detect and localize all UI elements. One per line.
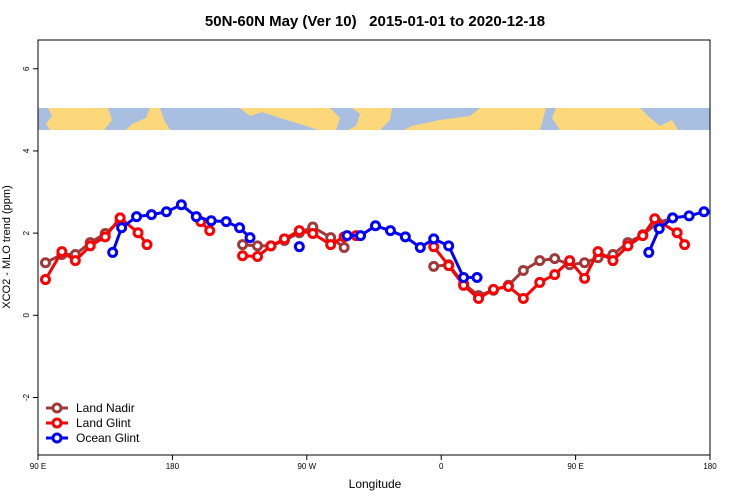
data-point [99, 231, 111, 243]
data-point [443, 240, 455, 252]
x-tick-label: 0 [439, 462, 444, 471]
legend-marker [51, 417, 63, 429]
data-point [278, 233, 290, 245]
data-point [414, 242, 426, 253]
y-tick-label: 6 [22, 66, 31, 71]
data-point [607, 255, 619, 267]
data-point [683, 210, 695, 222]
data-point [517, 292, 529, 304]
data-point [667, 212, 679, 224]
series-line [44, 216, 686, 300]
x-tick-label: 90 W [297, 462, 316, 471]
data-point [220, 216, 232, 228]
data-point [175, 199, 187, 211]
x-tick-label: 180 [703, 462, 717, 471]
data-point [579, 257, 591, 269]
data-point [534, 276, 546, 288]
data-point [473, 292, 485, 304]
data-point [643, 246, 655, 258]
data-point [107, 246, 119, 258]
legend-marker [51, 432, 63, 444]
data-point [69, 255, 81, 267]
data-point [56, 246, 68, 258]
data-point [458, 271, 470, 283]
y-tick-label: 4 [22, 148, 31, 153]
data-point [307, 228, 319, 240]
data-point [671, 227, 683, 239]
data-point [549, 253, 561, 265]
data-point [384, 225, 396, 237]
legend-label: Ocean Glint [76, 431, 140, 445]
data-point [579, 272, 591, 284]
data-point [293, 225, 305, 237]
data-point [341, 230, 353, 242]
data-point [502, 281, 514, 293]
data-point [237, 250, 249, 262]
x-axis-label: Longitude [349, 477, 402, 491]
y-tick-label: 2 [22, 230, 31, 235]
data-point [190, 211, 202, 223]
data-point [114, 212, 126, 224]
data-point [131, 211, 143, 223]
data-point [237, 239, 249, 251]
data-point [649, 213, 661, 225]
data-point [679, 239, 691, 251]
data-point [637, 230, 649, 242]
data-point [141, 239, 153, 251]
data-point [443, 260, 455, 272]
legend-label: Land Glint [76, 416, 131, 430]
x-tick-label: 90 E [567, 462, 583, 471]
x-tick-label: 90 E [30, 462, 46, 471]
data-point [369, 220, 381, 232]
data-point [205, 215, 217, 227]
data-point [204, 225, 216, 237]
map-band [38, 108, 710, 130]
data-point [622, 240, 634, 252]
data-point [471, 271, 483, 283]
data-point [428, 233, 440, 245]
data-point [338, 242, 350, 253]
legend-marker [51, 402, 63, 414]
data-point [252, 240, 264, 252]
data-point [234, 222, 246, 234]
data-point [698, 206, 710, 218]
chart-title: 50N-60N May (Ver 10) 2015-01-01 to 2020-… [205, 13, 545, 30]
data-point [534, 255, 546, 267]
data-point [549, 269, 561, 281]
data-point [160, 206, 172, 218]
data-point [145, 209, 157, 221]
x-tick-label: 180 [166, 462, 180, 471]
y-tick-label: -2 [22, 393, 31, 401]
data-point [355, 230, 367, 242]
data-point [517, 265, 529, 277]
data-point [265, 240, 277, 252]
data-point [487, 283, 499, 295]
data-point [293, 241, 305, 253]
plot-frame [37, 39, 711, 456]
data-point [399, 231, 411, 243]
y-tick-label: 0 [22, 313, 31, 318]
data-point [325, 239, 337, 251]
legend-label: Land Nadir [76, 401, 135, 415]
data-point [252, 251, 264, 263]
data-point [132, 227, 144, 239]
data-point [39, 274, 51, 286]
data-point [653, 223, 665, 235]
data-point [39, 257, 51, 269]
data-point [244, 232, 256, 244]
y-axis-label: XCO2 - MLO trend (ppm) [1, 185, 13, 308]
data-point [592, 246, 604, 258]
data-point [564, 255, 576, 267]
data-point [84, 240, 96, 252]
data-point [116, 222, 128, 234]
data-point [428, 260, 440, 272]
